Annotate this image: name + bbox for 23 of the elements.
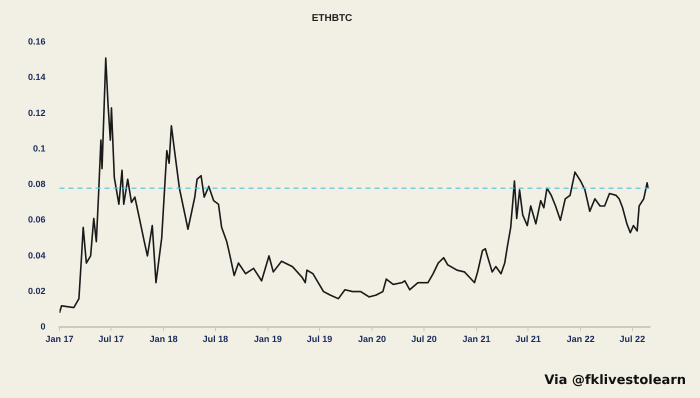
y-tick-label: 0.08: [28, 179, 46, 190]
x-tick-label: Jan 17: [46, 334, 74, 344]
y-tick-label: 0.02: [28, 286, 46, 296]
x-tick-label: Jul 20: [411, 334, 437, 344]
y-tick-label: 0.12: [28, 108, 46, 118]
y-tick-label: 0.14: [28, 72, 46, 82]
x-tick-label: Jul 18: [202, 334, 228, 344]
x-tick-label: Jan 21: [462, 334, 490, 344]
x-tick-label: Jan 22: [566, 334, 595, 344]
x-tick-label: Jul 19: [306, 334, 332, 344]
y-tick-label: 0: [40, 322, 46, 332]
y-tick-label: 0.1: [33, 143, 46, 154]
x-tick-label: Jul 21: [515, 334, 541, 344]
x-tick-label: Jan 20: [358, 334, 386, 344]
y-tick-label: 0.06: [28, 214, 46, 225]
chart-title: ETHBTC: [312, 12, 352, 24]
x-tick-label: Jan 18: [150, 334, 178, 344]
y-tick-label: 0.16: [28, 36, 46, 46]
x-tick-label: Jan 19: [254, 334, 282, 344]
text: Via @fklivestolearn: [544, 373, 686, 388]
x-tick-label: Jul 22: [620, 334, 646, 344]
y-tick-label: 0.04: [28, 250, 46, 260]
x-tick-label: Jul 17: [98, 334, 124, 344]
